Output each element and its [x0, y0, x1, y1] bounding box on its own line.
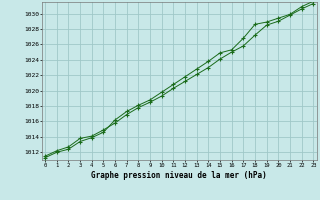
X-axis label: Graphe pression niveau de la mer (hPa): Graphe pression niveau de la mer (hPa) — [91, 171, 267, 180]
